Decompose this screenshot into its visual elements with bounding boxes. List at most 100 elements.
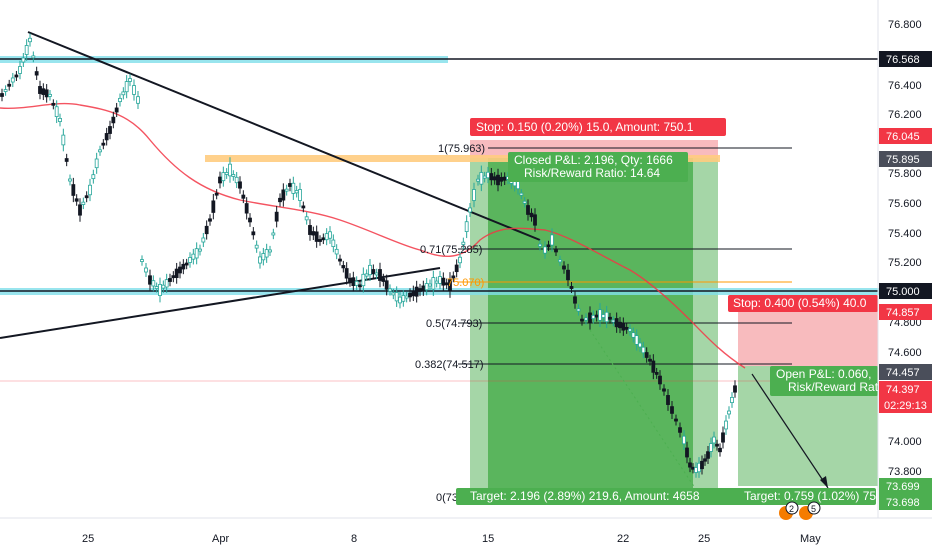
candle-body [301, 205, 306, 209]
candle-body [154, 286, 159, 289]
candle-body [344, 268, 349, 279]
candle-body [28, 37, 32, 43]
projection-arrow-line[interactable] [751, 373, 829, 489]
candle-body [458, 256, 462, 264]
candle-body [451, 275, 456, 279]
price-tag-75-bg [879, 283, 932, 299]
candle-body [371, 269, 376, 275]
candle-body [3, 89, 8, 92]
candle-body [148, 275, 152, 285]
price-axis[interactable] [879, 0, 932, 518]
candle-body [461, 241, 466, 245]
candle-body [214, 192, 219, 196]
trade2-open-pnl: Open P&L: 0.060, [776, 367, 871, 381]
candle-body [61, 134, 66, 146]
candle-body [358, 284, 362, 288]
candle-body [496, 174, 500, 186]
candle-body [194, 248, 199, 259]
candle-body [492, 176, 497, 181]
candle-body [151, 280, 156, 287]
candle-body [294, 190, 299, 194]
descending-trendline[interactable] [27, 31, 541, 241]
candle-body [658, 375, 662, 385]
candle-body [489, 173, 494, 181]
candle-body [244, 203, 249, 214]
candle-body [558, 259, 562, 263]
candle-body [158, 284, 162, 296]
candle-body [588, 312, 592, 324]
candle-body [611, 319, 616, 323]
candle-body [519, 192, 524, 196]
price-tag-stop2: 74.857 [886, 307, 920, 319]
candle-body [476, 178, 480, 182]
supply-band[interactable] [205, 155, 720, 162]
candle-body [231, 174, 236, 177]
candle-body [482, 175, 487, 179]
price-tag-current-bg [879, 381, 932, 397]
candle-body [654, 372, 659, 375]
candle-body [374, 272, 379, 276]
candle-body [628, 328, 632, 332]
candle-body [91, 174, 96, 180]
candle-body [318, 239, 322, 242]
candle-body [136, 96, 140, 104]
candle-body [401, 295, 406, 302]
candle-body [573, 296, 577, 304]
event-badges[interactable]: 2 5 [779, 501, 821, 520]
candle-body [81, 201, 86, 205]
candle-body [34, 71, 39, 76]
candle-body [499, 177, 504, 182]
candle-body [394, 292, 399, 302]
candle-body [601, 314, 606, 318]
candle-body [64, 158, 69, 162]
candle-body [241, 194, 246, 199]
candle-body [712, 436, 716, 444]
trade2-rr-ratio: Risk/Reward Rat [788, 380, 879, 394]
candle-body [258, 256, 262, 264]
candle-body [168, 278, 172, 282]
candle-body [181, 263, 186, 270]
candle-body [228, 163, 232, 177]
candle-body [78, 204, 82, 216]
candle-body [164, 279, 169, 288]
candle-body [308, 225, 312, 235]
candle-body [328, 231, 332, 239]
candle-body [94, 158, 99, 169]
candle-body [428, 283, 432, 287]
candle-body [24, 45, 29, 55]
price-tag-entry2-bg [879, 364, 932, 380]
candle-body [224, 172, 229, 175]
trade2-stop-label: Stop: 0.400 (0.54%) 40.0 [733, 296, 867, 310]
candle-body [298, 189, 302, 201]
candle-body [184, 262, 189, 266]
candle-body [314, 231, 319, 242]
candle-body [576, 308, 581, 312]
time-axis[interactable] [0, 519, 932, 550]
candle-body [670, 406, 674, 414]
candle-body [468, 207, 472, 213]
candle-body [278, 197, 282, 203]
candle-body [562, 265, 566, 270]
candle-body [733, 385, 737, 393]
candle-body [268, 249, 272, 253]
candle-body [254, 244, 259, 249]
y-tick: 73.800 [888, 466, 922, 478]
candle-body [281, 189, 286, 201]
candle-body [550, 234, 554, 246]
candle-body [334, 248, 339, 255]
candle-body [114, 107, 119, 113]
candle-body [618, 321, 622, 329]
candle-body [614, 318, 619, 328]
candle-body [10, 77, 15, 83]
candle-body [727, 410, 731, 415]
trade1-stop-label-bg [470, 118, 726, 136]
candle-body [438, 276, 442, 284]
trade1-position[interactable] [470, 140, 718, 488]
candle-body [98, 149, 102, 153]
price-tag-stop2-bg [879, 304, 932, 320]
y-tick: 75.400 [888, 228, 922, 240]
candle-body [111, 116, 116, 124]
price-tag-top-line: 76.568 [886, 54, 920, 66]
price-tag-target2: 73.699 [886, 481, 920, 493]
